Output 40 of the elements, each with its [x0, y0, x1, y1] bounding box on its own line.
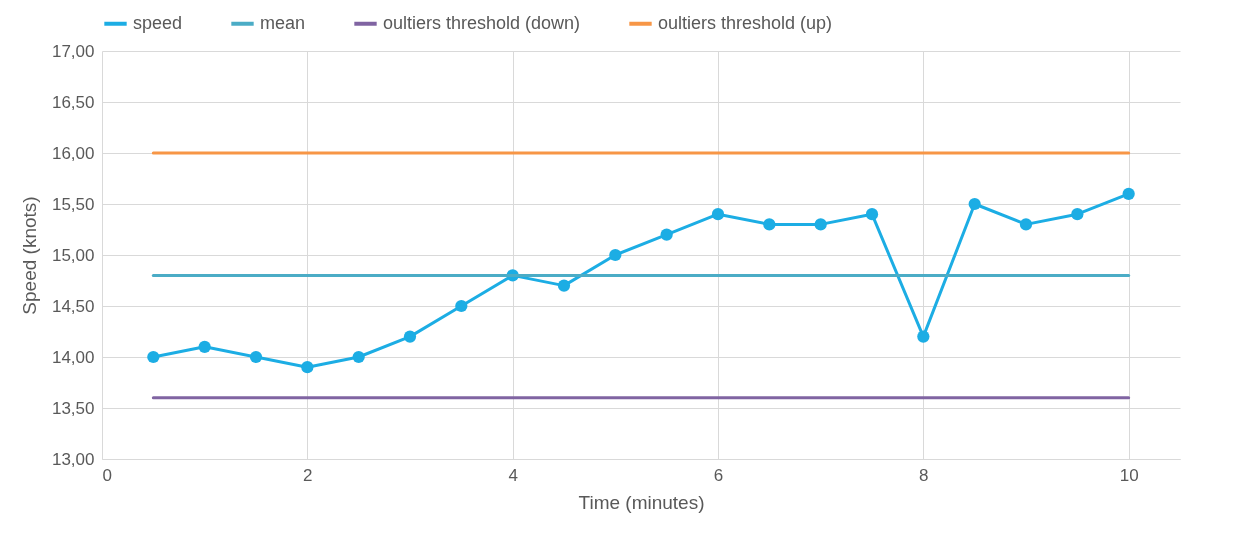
point — [660, 228, 673, 241]
point — [352, 350, 365, 364]
legend-label: speed — [133, 12, 183, 33]
y-tick-label: 15,00 — [51, 245, 95, 265]
y-tick-label: 16,50 — [51, 92, 95, 112]
x-tick-label: 2 — [303, 465, 313, 485]
point — [249, 350, 263, 364]
y-tick-label: 13,00 — [51, 449, 95, 469]
point — [147, 350, 160, 364]
legend-label: mean — [260, 12, 306, 33]
point — [763, 218, 776, 231]
point — [557, 279, 571, 292]
y-tick-label: 16,00 — [51, 143, 95, 163]
point — [814, 218, 827, 231]
point — [403, 330, 417, 343]
y-tick-label: 13,50 — [51, 398, 95, 418]
y-tick-label: 14,50 — [51, 296, 95, 316]
point — [301, 361, 314, 374]
y-tick-label: 15,50 — [51, 194, 95, 214]
x-tick-label: 4 — [508, 465, 518, 485]
x-tick-label: 6 — [713, 465, 724, 485]
x-tick-label: 0 — [102, 465, 112, 485]
x-axis-title: Time (minutes) — [578, 491, 705, 513]
legend-label: oultiers threshold (up) — [658, 12, 833, 33]
point — [968, 197, 981, 211]
x-tick-label: 10 — [1119, 465, 1139, 485]
point — [917, 330, 930, 343]
point — [711, 208, 725, 221]
y-axis-title: Speed (knots) — [18, 196, 40, 315]
y-tick-label: 17,00 — [51, 41, 95, 61]
point — [1071, 208, 1084, 221]
point — [455, 299, 468, 313]
point — [198, 340, 211, 353]
point — [1019, 218, 1033, 231]
y-tick-label: 14,00 — [51, 347, 95, 367]
legend-label: oultiers threshold (down) — [383, 12, 581, 33]
point — [609, 248, 622, 262]
x-tick-label: 8 — [919, 465, 929, 485]
point — [1122, 187, 1135, 200]
point — [865, 208, 879, 221]
